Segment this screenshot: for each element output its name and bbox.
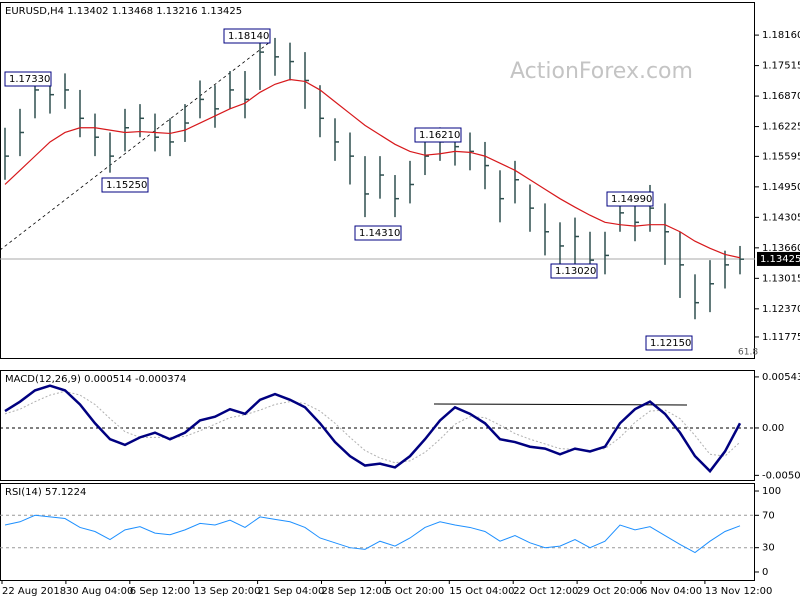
y-tick-label: -0.005046 [762, 470, 800, 481]
x-tick-label: 13 Nov 12:00 [705, 586, 772, 597]
rsi-line [4, 514, 741, 554]
y-tick-label: 1.17515 [762, 61, 800, 72]
current-price-box [757, 251, 800, 266]
price-annotation-box [550, 263, 598, 279]
y-tick-label: 1.14950 [762, 182, 800, 193]
panel-title: MACD(12,26,9) 0.000514 -0.000374 [5, 374, 186, 385]
price-annotation-box [606, 191, 654, 207]
current-price-label: 1.13425 [760, 254, 800, 265]
y-tick-label: 1.13015 [762, 273, 800, 284]
price-annotation: 1.13020 [555, 266, 596, 277]
x-tick-label: 13 Sep 20:00 [194, 586, 261, 597]
x-tick-label: 22 Aug 2018 [2, 586, 66, 597]
x-tick-label: 6 Nov 04:00 [641, 586, 702, 597]
y-tick-label: 0.005434 [762, 372, 800, 383]
panel-title: EURUSD,H4 1.13402 1.13468 1.13216 1.1342… [5, 6, 242, 17]
panel-title: RSI(14) 57.1224 [5, 487, 86, 498]
x-tick-label: 5 Oct 20:00 [385, 586, 444, 597]
panel-frame [0, 370, 755, 481]
panel-frame [0, 2, 755, 359]
x-tick-label: 22 Oct 12:00 [513, 586, 578, 597]
x-tick-label: 28 Sep 12:00 [322, 586, 389, 597]
trend-line [0, 41, 271, 251]
y-tick-label: 1.15595 [762, 151, 800, 162]
macd-line [4, 384, 742, 474]
y-tick-label: 1.13660 [762, 243, 800, 254]
price-annotation-box [414, 127, 462, 143]
price-annotation-box [101, 177, 149, 193]
y-tick-label: 100 [762, 486, 781, 497]
y-tick-label: 30 [762, 543, 775, 554]
price-annotation: 1.15250 [106, 180, 147, 191]
y-tick-label: 0 [762, 567, 768, 578]
moving-average [4, 78, 741, 259]
x-tick-label: 6 Sep 12:00 [130, 586, 190, 597]
y-tick-label: 1.18160 [762, 30, 800, 41]
watermark: ActionForex.com [510, 59, 693, 84]
y-tick-label: 70 [762, 510, 775, 521]
y-tick-label: 1.16870 [762, 91, 800, 102]
price-annotation-box [354, 225, 402, 241]
x-tick-label: 29 Oct 20:00 [577, 586, 642, 597]
price-annotation: 1.17330 [9, 74, 50, 85]
x-tick-label: 21 Sep 04:00 [258, 586, 325, 597]
price-annotation: 1.12150 [650, 338, 691, 349]
price-annotation: 1.14310 [359, 228, 400, 239]
price-annotation: 1.16210 [419, 130, 460, 141]
fib-annotation: 61.8 [738, 348, 758, 358]
panel-frame [0, 483, 755, 581]
macd-signal [4, 390, 741, 464]
price-annotation-box [645, 335, 693, 351]
y-tick-label: 0.00 [762, 423, 784, 434]
y-tick-label: 1.12370 [762, 304, 800, 315]
price-annotation-box [223, 28, 271, 44]
x-tick-label: 30 Aug 04:00 [66, 586, 133, 597]
y-tick-label: 1.11775 [762, 332, 800, 343]
price-annotation-box [4, 71, 52, 87]
y-tick-label: 1.16225 [762, 122, 800, 133]
price-annotation: 1.14990 [611, 194, 652, 205]
y-tick-label: 1.14305 [762, 212, 800, 223]
price-annotation: 1.18140 [228, 31, 269, 42]
x-tick-label: 15 Oct 04:00 [449, 586, 514, 597]
